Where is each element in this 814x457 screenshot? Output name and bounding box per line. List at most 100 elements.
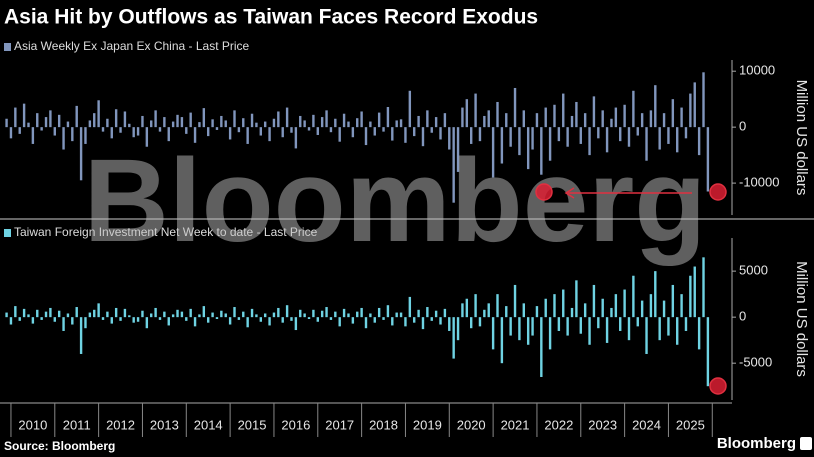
bar (158, 317, 162, 320)
bar (259, 317, 263, 322)
bar (579, 127, 582, 144)
bar (5, 312, 8, 318)
bar (110, 127, 113, 139)
bar (448, 317, 451, 331)
watermark: Bloomberg (84, 135, 707, 267)
bar (290, 127, 293, 133)
bar (680, 107, 683, 128)
bar (198, 314, 201, 318)
bar (583, 113, 587, 128)
bar (553, 294, 556, 318)
bar (167, 127, 170, 142)
bar (382, 317, 385, 320)
bar (228, 317, 232, 325)
bar (294, 127, 298, 149)
bar (49, 110, 52, 128)
bar (491, 317, 495, 350)
legend-label: Taiwan Foreign Investment Net Week to da… (14, 225, 318, 239)
bar (706, 127, 710, 192)
bar (535, 113, 539, 128)
bar (312, 114, 315, 128)
bar (658, 127, 661, 150)
x-tick-label: 2010 (18, 417, 47, 432)
bar (544, 298, 547, 318)
bar (128, 123, 131, 128)
bar (456, 127, 460, 172)
bar (71, 127, 74, 142)
bar (88, 312, 92, 318)
x-tick-label: 2025 (676, 417, 705, 432)
bar (588, 127, 591, 156)
bar (526, 127, 530, 170)
bar (456, 317, 460, 341)
bar (224, 313, 227, 318)
bar (57, 114, 61, 128)
bar (106, 118, 109, 128)
bar (474, 93, 477, 128)
bar (303, 313, 306, 318)
bar (119, 127, 122, 133)
x-tick-label: 2019 (413, 417, 442, 432)
bar (97, 100, 100, 128)
bar (658, 317, 661, 341)
bar (338, 317, 341, 327)
bar (570, 115, 574, 128)
bar (62, 127, 65, 150)
bar (702, 72, 705, 128)
bar (676, 127, 679, 153)
bar (154, 307, 157, 318)
bar (237, 317, 241, 320)
bar (553, 104, 556, 128)
bar (285, 305, 289, 318)
bar (583, 303, 587, 318)
bar (439, 317, 442, 325)
legend-label: Asia Weekly Ex Japan Ex China - Last Pri… (14, 39, 250, 53)
x-tick-label: 2015 (238, 417, 267, 432)
bar (215, 317, 219, 319)
bar (220, 115, 223, 128)
x-tick-label: 2014 (194, 417, 223, 432)
bar (66, 313, 70, 318)
bar (303, 120, 306, 128)
y-axis-label: Million US dollars (793, 80, 810, 196)
bar (31, 317, 35, 324)
x-tick-label: 2023 (588, 417, 617, 432)
bar (53, 317, 56, 322)
bar (27, 122, 30, 128)
bar (31, 127, 35, 144)
y-tick-label: 0 (739, 309, 746, 324)
bar (136, 127, 140, 136)
bar (417, 115, 420, 128)
bar (483, 115, 486, 128)
bar (509, 317, 512, 336)
bar (141, 115, 144, 128)
bar (246, 317, 249, 328)
bar (671, 99, 675, 128)
bar (702, 257, 705, 318)
bar (27, 314, 30, 318)
bar (513, 87, 517, 128)
bar (9, 317, 13, 325)
bar (386, 107, 390, 128)
bar (373, 127, 376, 136)
bar (544, 107, 547, 128)
bar (610, 118, 613, 128)
bar (413, 317, 416, 323)
bar (268, 127, 271, 142)
bar (697, 317, 701, 350)
bar (601, 298, 604, 318)
bar (636, 127, 639, 136)
highlight-circle (709, 377, 727, 395)
bar (14, 107, 17, 128)
bar (49, 307, 52, 318)
bar (645, 317, 648, 354)
bar (540, 317, 543, 377)
bar (632, 90, 635, 128)
bar (114, 109, 118, 128)
bar (351, 317, 355, 324)
bar (689, 93, 692, 128)
bar (123, 308, 127, 318)
bar (575, 101, 578, 128)
bar (614, 294, 618, 318)
